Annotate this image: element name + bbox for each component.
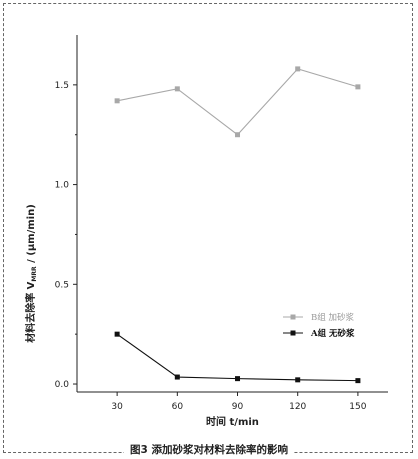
y-axis-title-suffix: / (μm/min) — [26, 204, 37, 266]
data-point — [355, 84, 361, 90]
series-line-b — [117, 68, 359, 136]
data-point — [235, 376, 241, 382]
y-tick-label: 0.0 — [55, 380, 70, 390]
axes — [76, 35, 388, 393]
figure-caption: 图3 添加砂浆对材料去除率的影响 — [0, 442, 418, 457]
data-point — [114, 98, 120, 104]
series-layer — [114, 66, 361, 384]
x-tick-label: 60 — [172, 402, 184, 412]
data-point — [235, 132, 241, 138]
x-axis-title: 时间 t/min — [206, 415, 259, 428]
data-point — [355, 378, 361, 384]
y-axis-title-prefix: 材料去除率 V — [24, 281, 37, 342]
data-point — [174, 86, 180, 92]
y-axis-title-subscript: MRR — [31, 266, 38, 282]
y-tick-label: 0.5 — [55, 280, 69, 290]
y-tick-label: 1.0 — [55, 181, 70, 191]
x-tick-label: 150 — [349, 402, 366, 412]
figure-caption-text: 图3 添加砂浆对材料去除率的影响 — [124, 444, 294, 456]
legend-label: A组 无砂浆 — [310, 328, 355, 339]
legend-marker — [290, 314, 296, 320]
data-point — [295, 66, 301, 72]
data-point — [174, 374, 180, 380]
legend-label: B组 加砂浆 — [311, 312, 354, 323]
series-line-a — [116, 333, 358, 382]
x-ticks: 30 60 90 120 150 — [111, 392, 367, 412]
legend: B组 加砂浆 A组 无砂浆 — [283, 312, 355, 339]
x-tick-label: 90 — [232, 402, 244, 412]
legend-marker — [290, 330, 296, 336]
x-tick-label: 30 — [111, 402, 123, 412]
y-tick-label: 1.5 — [55, 81, 69, 91]
data-point — [114, 331, 120, 337]
data-point — [295, 377, 301, 383]
x-tick-label: 120 — [289, 402, 306, 412]
y-axis-title: 材料去除率 VMRR / (μm/min) — [24, 204, 38, 343]
y-ticks: 0.0 0.5 1.0 1.5 — [55, 81, 77, 390]
